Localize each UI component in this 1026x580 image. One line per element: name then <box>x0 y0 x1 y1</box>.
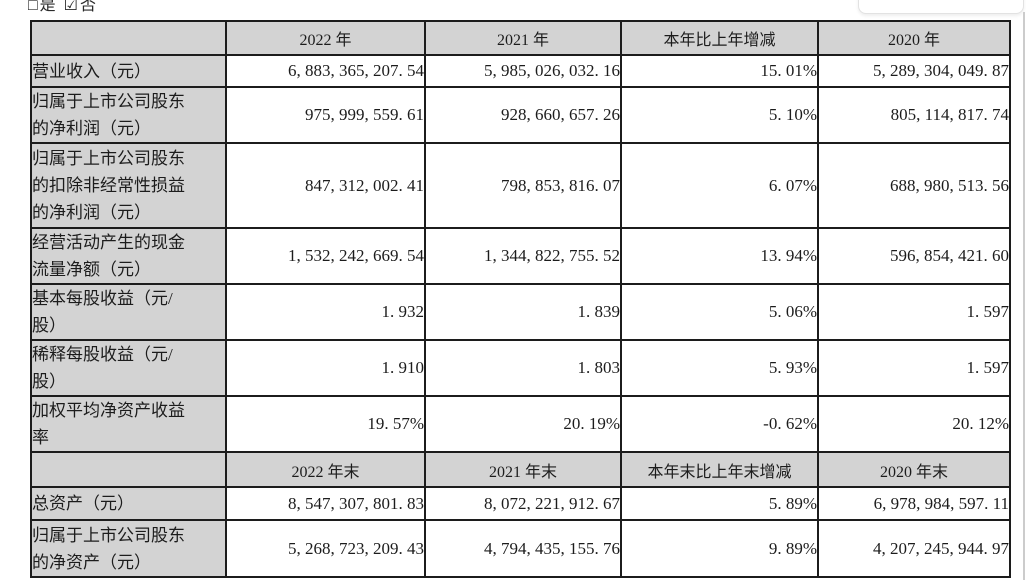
cell-value: 1. 910 <box>225 339 426 397</box>
cell-value: 4, 207, 245, 944. 97 <box>817 519 1011 578</box>
cell-value: 1. 803 <box>424 339 622 397</box>
row-label: 基本每股收益（元/ 股） <box>30 283 227 341</box>
table-row: 加权平均净资产收益 率 19. 57% 20. 19% -0. 62% 20. … <box>30 395 1011 453</box>
cell-value: 9. 89% <box>620 519 819 578</box>
table-header-row: 2022 年 2021 年 本年比上年增减 2020 年 <box>30 20 1011 56</box>
cell-value: 5, 268, 723, 209. 43 <box>225 519 426 578</box>
column-header-empty <box>30 451 227 488</box>
cell-value: 8, 072, 221, 912. 67 <box>424 486 622 521</box>
column-header-yoy-change: 本年比上年增减 <box>620 20 819 56</box>
column-header-eoy-change: 本年末比上年末增减 <box>620 451 819 488</box>
table-row: 经营活动产生的现金 流量净额（元） 1, 532, 242, 669. 54 1… <box>30 227 1011 285</box>
cell-value: 975, 999, 559. 61 <box>225 86 426 144</box>
column-header-empty <box>30 20 227 56</box>
cell-value: 6, 978, 984, 597. 11 <box>817 486 1011 521</box>
cell-value: 1. 839 <box>424 283 622 341</box>
table-row: 归属于上市公司股东 的扣除非经常性损益 的净利润（元） 847, 312, 00… <box>30 142 1011 229</box>
cell-value: 5. 93% <box>620 339 819 397</box>
cell-value: 19. 57% <box>225 395 426 453</box>
column-header-2021: 2021 年 <box>424 20 622 56</box>
table-row: 归属于上市公司股东 的净利润（元） 975, 999, 559. 61 928,… <box>30 86 1011 144</box>
cell-value: 928, 660, 657. 26 <box>424 86 622 144</box>
cell-value: 688, 980, 513. 56 <box>817 142 1011 229</box>
table-row: 归属于上市公司股东 的净资产（元） 5, 268, 723, 209. 43 4… <box>30 519 1011 578</box>
cell-value: 5. 10% <box>620 86 819 144</box>
row-label: 加权平均净资产收益 率 <box>30 395 227 453</box>
cell-value: 596, 854, 421. 60 <box>817 227 1011 285</box>
cell-value: 15. 01% <box>620 54 819 88</box>
row-label: 总资产（元） <box>30 486 227 521</box>
cell-value: 1. 597 <box>817 283 1011 341</box>
cell-value: 1, 532, 242, 669. 54 <box>225 227 426 285</box>
cell-value: 8, 547, 307, 801. 83 <box>225 486 426 521</box>
cell-value: 13. 94% <box>620 227 819 285</box>
table-header-row-eoy: 2022 年末 2021 年末 本年末比上年末增减 2020 年末 <box>30 451 1011 488</box>
column-header-2020: 2020 年 <box>817 20 1011 56</box>
page-edge-line <box>1023 12 1025 580</box>
cell-value: 1. 597 <box>817 339 1011 397</box>
cell-value: 20. 12% <box>817 395 1011 453</box>
table-row: 基本每股收益（元/ 股） 1. 932 1. 839 5. 06% 1. 597 <box>30 283 1011 341</box>
cell-value: 1. 932 <box>225 283 426 341</box>
column-header-2022-eoy: 2022 年末 <box>225 451 426 488</box>
key-financials-table: 2022 年 2021 年 本年比上年增减 2020 年 营业收入（元） 6, … <box>30 20 1011 578</box>
cell-value: 5, 985, 026, 032. 16 <box>424 54 622 88</box>
floating-panel-partial[interactable] <box>858 0 1024 14</box>
cell-value: -0. 62% <box>620 395 819 453</box>
cell-value: 20. 19% <box>424 395 622 453</box>
cell-value: 805, 114, 817. 74 <box>817 86 1011 144</box>
row-label: 营业收入（元） <box>30 54 227 88</box>
yes-no-checkbox-line: □是 ☑否 <box>28 0 99 14</box>
column-header-2022: 2022 年 <box>225 20 426 56</box>
column-header-2021-eoy: 2021 年末 <box>424 451 622 488</box>
cell-value: 6, 883, 365, 207. 54 <box>225 54 426 88</box>
cell-value: 1, 344, 822, 755. 52 <box>424 227 622 285</box>
cell-value: 5, 289, 304, 049. 87 <box>817 54 1011 88</box>
row-label: 稀释每股收益（元/ 股） <box>30 339 227 397</box>
cell-value: 798, 853, 816. 07 <box>424 142 622 229</box>
cell-value: 6. 07% <box>620 142 819 229</box>
cell-value: 847, 312, 002. 41 <box>225 142 426 229</box>
column-header-2020-eoy: 2020 年末 <box>817 451 1011 488</box>
table-row: 总资产（元） 8, 547, 307, 801. 83 8, 072, 221,… <box>30 486 1011 521</box>
table-row: 稀释每股收益（元/ 股） 1. 910 1. 803 5. 93% 1. 597 <box>30 339 1011 397</box>
cell-value: 4, 794, 435, 155. 76 <box>424 519 622 578</box>
row-label: 归属于上市公司股东 的净利润（元） <box>30 86 227 144</box>
row-label: 归属于上市公司股东 的净资产（元） <box>30 519 227 578</box>
row-label: 经营活动产生的现金 流量净额（元） <box>30 227 227 285</box>
cell-value: 5. 89% <box>620 486 819 521</box>
row-label: 归属于上市公司股东 的扣除非经常性损益 的净利润（元） <box>30 142 227 229</box>
cell-value: 5. 06% <box>620 283 819 341</box>
table-row: 营业收入（元） 6, 883, 365, 207. 54 5, 985, 026… <box>30 54 1011 88</box>
